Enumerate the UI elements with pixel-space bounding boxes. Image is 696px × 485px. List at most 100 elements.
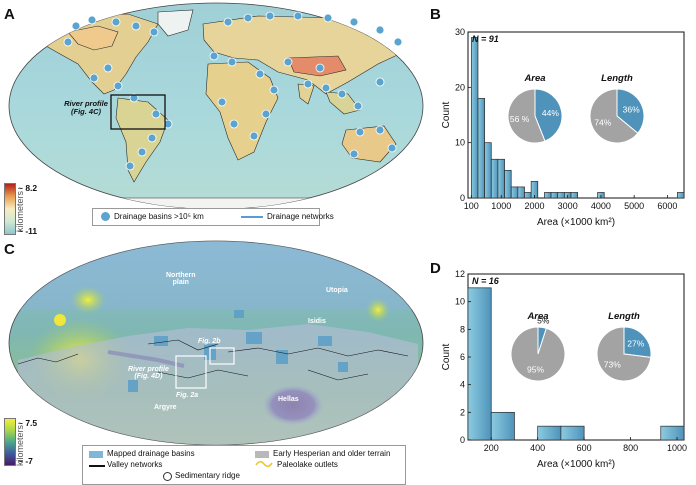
y-tick-label: 0 bbox=[460, 435, 465, 445]
x-tick-label: 200 bbox=[484, 443, 499, 453]
colorbar-a bbox=[4, 183, 16, 235]
histogram-bar bbox=[504, 169, 512, 199]
n-label: N = 91 bbox=[472, 34, 499, 44]
histogram-bar bbox=[537, 425, 562, 441]
colorbar-c-min: ~ -7 bbox=[18, 456, 33, 466]
histogram-bar bbox=[517, 186, 525, 199]
histogram-bar bbox=[470, 37, 479, 199]
pie-slice-label: 36% bbox=[623, 104, 640, 114]
histogram-bar bbox=[544, 192, 552, 199]
colorbar-c-max: ~ 7.5 bbox=[18, 418, 38, 428]
x-tick-label: 1000 bbox=[667, 443, 687, 453]
pie-slice-label: 73% bbox=[604, 359, 621, 369]
x-axis-label: Area (×1000 km²) bbox=[537, 459, 615, 470]
histogram-bar bbox=[497, 158, 505, 199]
legend-a: Drainage basins >10⁵ km Drainage network… bbox=[92, 208, 334, 226]
y-tick-label: 20 bbox=[455, 82, 465, 92]
northern-plain-label: Northern plain bbox=[166, 272, 196, 287]
y-tick-label: 0 bbox=[460, 193, 465, 203]
x-axis-label: Area (×1000 km²) bbox=[537, 217, 615, 228]
y-tick-label: 10 bbox=[455, 138, 465, 148]
hellas-label: Hellas bbox=[278, 396, 299, 403]
pie-slice-label: 44% bbox=[542, 108, 559, 118]
panel-letter-a: A bbox=[4, 6, 15, 23]
y-tick-label: 10 bbox=[455, 297, 465, 307]
histogram-bar bbox=[524, 192, 532, 199]
chart-d-svg: 0 2 4 6 8 10 12 200 400 600 800 1000 Area (×1000 km²… bbox=[441, 269, 687, 470]
histogram-bar bbox=[560, 425, 585, 441]
drainage-basin-dots bbox=[63, 11, 403, 171]
x-tick-label: 2000 bbox=[524, 201, 544, 211]
pie-title: Area bbox=[526, 311, 548, 322]
legend-network-swatch bbox=[241, 216, 263, 218]
histogram-bar bbox=[490, 411, 515, 441]
legend-c: Mapped drainage basins Early Hesperian a… bbox=[82, 445, 406, 485]
legend-outlets-label: Paleolake outlets bbox=[277, 460, 338, 469]
fig2b-box bbox=[209, 347, 235, 365]
x-tick-label: 800 bbox=[623, 443, 638, 453]
panel-letter-d: D bbox=[430, 260, 441, 277]
x-tick-label: 100 bbox=[464, 201, 479, 211]
legend-ridge-label: Sedimentary ridge bbox=[175, 471, 240, 480]
panel-letter-b: B bbox=[430, 6, 441, 23]
legend-networks-label: Drainage networks bbox=[267, 212, 334, 221]
fig2a-box bbox=[175, 355, 207, 389]
river-profile-label-a: River profile (Fig. 4C) bbox=[64, 99, 108, 116]
argyre-label: Argyre bbox=[154, 404, 177, 411]
histogram-bar bbox=[677, 192, 685, 199]
histogram-bar bbox=[557, 192, 565, 199]
pie-slice-label: 74% bbox=[594, 118, 611, 128]
y-tick-label: 30 bbox=[455, 27, 465, 37]
pie-title: Length bbox=[608, 311, 640, 322]
y-tick-label: 12 bbox=[455, 269, 465, 279]
pie-slice bbox=[534, 88, 563, 142]
legend-outlets-swatch bbox=[255, 460, 273, 468]
histogram-bar bbox=[477, 98, 485, 199]
pie-slice bbox=[589, 88, 639, 144]
panel-letter-c: C bbox=[4, 241, 15, 258]
y-tick-label: 2 bbox=[460, 407, 465, 417]
chart-b-svg: 0 10 20 30 100 1000 2000 3000 4000 5000 6000 Area (… bbox=[441, 27, 685, 228]
histogram-bar bbox=[660, 425, 685, 441]
mars-map-graphic bbox=[8, 240, 424, 446]
river-profile-box-a bbox=[110, 94, 166, 130]
colorbar-a-min: ~ -11 bbox=[18, 226, 38, 236]
pie-slice bbox=[616, 88, 645, 134]
x-tick-label: 3000 bbox=[558, 201, 578, 211]
pie-slice-label: 27% bbox=[627, 339, 644, 349]
river-profile-label-c: River profile (Fig. 4D) bbox=[128, 366, 169, 381]
pie-slice bbox=[596, 326, 652, 382]
histogram-bar bbox=[510, 186, 519, 199]
histogram-bar bbox=[550, 192, 559, 199]
x-tick-label: 5000 bbox=[624, 201, 644, 211]
chart-b: 0 10 20 30 100 1000 2000 3000 4000 5000 6000 Area (… bbox=[440, 27, 692, 240]
y-tick-label: 4 bbox=[460, 380, 465, 390]
pie-title: Length bbox=[601, 73, 633, 84]
utopia-label: Utopia bbox=[326, 287, 348, 294]
legend-mapped-label: Mapped drainage basins bbox=[107, 449, 195, 458]
x-tick-label: 4000 bbox=[591, 201, 611, 211]
mars-map bbox=[8, 240, 424, 446]
histogram-bar bbox=[490, 158, 499, 199]
legend-ridge-swatch bbox=[163, 472, 172, 481]
x-tick-label: 400 bbox=[530, 443, 545, 453]
n-label: N = 16 bbox=[472, 276, 500, 286]
colorbar-c bbox=[4, 418, 16, 466]
legend-basins-label: Drainage basins >10⁵ km bbox=[114, 212, 204, 221]
pie-slice bbox=[623, 326, 652, 358]
x-tick-label: 6000 bbox=[657, 201, 677, 211]
legend-valley-swatch bbox=[89, 465, 105, 467]
pie-slice bbox=[507, 88, 546, 144]
x-tick-label: 1000 bbox=[491, 201, 511, 211]
y-axis-label: Count bbox=[441, 343, 452, 370]
legend-terrain-swatch bbox=[255, 451, 269, 458]
histogram-bar bbox=[570, 192, 579, 199]
legend-terrain-label: Early Hesperian and older terrain bbox=[273, 449, 391, 458]
pie-slice-label: 5% bbox=[537, 315, 550, 325]
isidis-label: Isidis bbox=[308, 318, 326, 325]
y-tick-label: 8 bbox=[460, 324, 465, 334]
legend-basin-swatch bbox=[101, 212, 110, 221]
fig2b-label: Fig. 2b bbox=[198, 338, 221, 345]
x-tick-label: 600 bbox=[577, 443, 592, 453]
chart-d: 0 2 4 6 8 10 12 200 400 600 800 1000 Area (×1000 km²… bbox=[440, 269, 692, 482]
